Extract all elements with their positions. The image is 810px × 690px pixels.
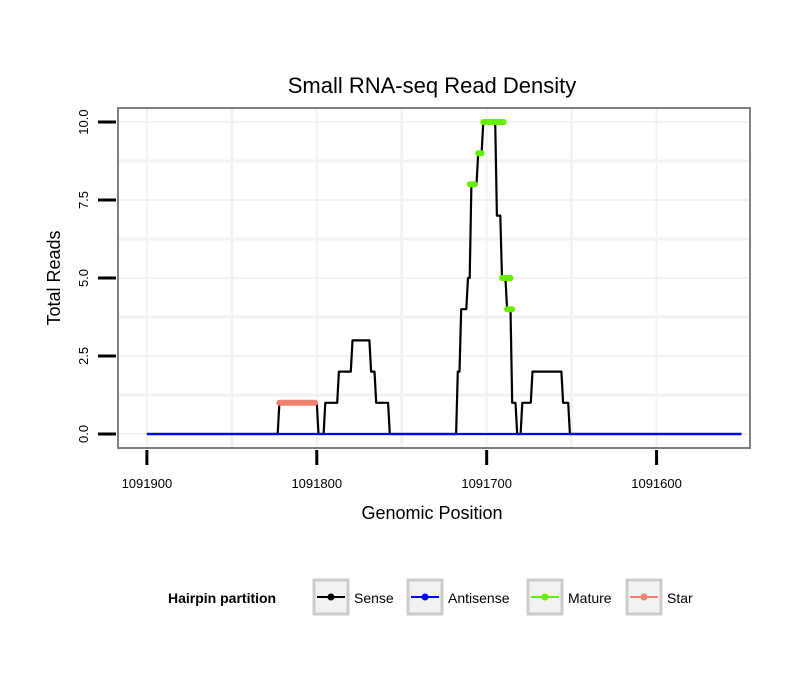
legend: Hairpin partition Sense Antisense Mature St… xyxy=(168,578,693,616)
y-tick-label: 7.5 xyxy=(76,191,91,209)
x-tick-label: 1091700 xyxy=(461,476,512,491)
plot-border xyxy=(117,107,751,449)
y-tick-label: 5.0 xyxy=(76,269,91,287)
x-tick-label: 1091800 xyxy=(291,476,342,491)
legend-label: Mature xyxy=(568,590,612,606)
y-tick-label: 10.0 xyxy=(76,109,91,134)
legend-label: Sense xyxy=(354,590,394,606)
legend-item-sense: Sense xyxy=(312,578,394,616)
x-tick-label: 1091900 xyxy=(122,476,173,491)
legend-label: Antisense xyxy=(448,590,510,606)
y-axis-title: Total Reads xyxy=(44,230,64,325)
legend-item-mature: Mature xyxy=(526,578,612,616)
x-axis: 1091900 1091800 1091700 1091600 xyxy=(122,450,682,491)
y-tick-label: 2.5 xyxy=(76,347,91,365)
y-axis: 0.0 2.5 5.0 7.5 10.0 xyxy=(76,109,116,443)
legend-item-star: Star xyxy=(625,578,693,616)
legend-key-point xyxy=(327,593,335,601)
legend-item-antisense: Antisense xyxy=(406,578,510,616)
legend-key-point xyxy=(640,593,648,601)
legend-title: Hairpin partition xyxy=(168,590,276,606)
series-layer xyxy=(146,119,742,436)
x-tick-label: 1091600 xyxy=(631,476,682,491)
y-tick-label: 0.0 xyxy=(76,425,91,443)
chart-title: Small RNA-seq Read Density xyxy=(288,73,577,98)
legend-label: Star xyxy=(667,590,693,606)
x-axis-title: Genomic Position xyxy=(361,503,502,523)
legend-key-point xyxy=(541,593,549,601)
legend-key-point xyxy=(421,593,429,601)
